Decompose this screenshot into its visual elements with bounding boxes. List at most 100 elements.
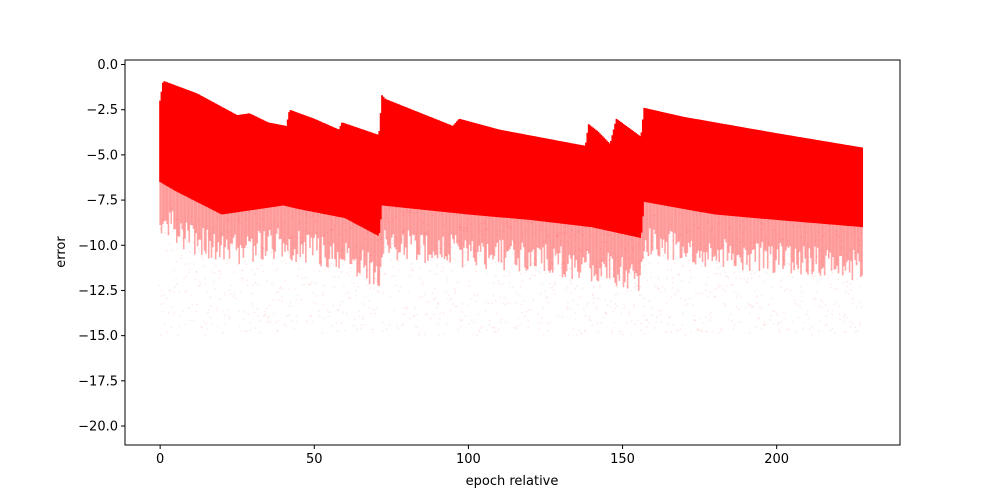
scatter-point	[685, 247, 688, 250]
scatter-point	[827, 276, 829, 279]
scatter-point	[588, 318, 591, 320]
scatter-point	[426, 312, 429, 315]
scatter-point	[502, 283, 504, 285]
scatter-point	[823, 235, 825, 237]
scatter-point	[395, 236, 398, 239]
scatter-point	[519, 324, 521, 327]
scatter-point	[441, 255, 444, 258]
scatter-point	[337, 245, 340, 248]
scatter-point	[333, 224, 336, 227]
scatter-point	[672, 286, 674, 289]
scatter-point	[348, 297, 350, 299]
scatter-point	[785, 247, 788, 250]
scatter-point	[455, 305, 458, 308]
scatter-point	[840, 227, 842, 229]
scatter-point	[806, 244, 809, 246]
scatter-point	[497, 328, 500, 331]
scatter-point	[169, 190, 172, 193]
scatter-point	[715, 287, 718, 290]
scatter-point	[671, 277, 674, 279]
scatter-point	[292, 244, 295, 247]
scatter-point	[216, 309, 219, 312]
scatter-point	[860, 231, 863, 234]
scatter-point	[330, 229, 333, 232]
scatter-point	[776, 248, 779, 251]
scatter-point	[239, 329, 242, 332]
scatter-point	[584, 225, 587, 228]
scatter-point	[455, 239, 458, 242]
scatter-point	[791, 320, 794, 323]
scatter-point	[534, 269, 537, 272]
scatter-point	[811, 275, 814, 277]
scatter-point	[499, 296, 502, 299]
scatter-point	[731, 283, 734, 286]
scatter-point	[760, 228, 763, 231]
scatter-point	[847, 280, 849, 283]
scatter-point	[210, 239, 213, 242]
scatter-point	[248, 321, 251, 324]
scatter-point	[628, 313, 631, 316]
scatter-point	[363, 324, 366, 327]
scatter-point	[429, 270, 431, 273]
scatter-point	[811, 333, 814, 336]
scatter-point	[743, 278, 746, 280]
scatter-point	[220, 273, 222, 276]
scatter-point	[506, 225, 509, 228]
scatter-point	[174, 286, 176, 288]
scatter-point	[357, 260, 360, 263]
scatter-point	[747, 302, 750, 305]
scatter-point	[553, 255, 556, 258]
scatter-point	[674, 294, 676, 297]
scatter-point	[283, 259, 286, 262]
scatter-point	[219, 245, 222, 247]
scatter-point	[802, 327, 804, 330]
scatter-point	[180, 226, 183, 228]
scatter-point	[164, 210, 167, 213]
scatter-point	[228, 315, 231, 318]
scatter-point	[610, 330, 613, 332]
scatter-point	[464, 264, 467, 267]
scatter-point	[295, 314, 298, 317]
scatter-point	[423, 333, 426, 336]
scatter-point	[766, 256, 768, 259]
scatter-point	[696, 329, 699, 332]
scatter-point	[470, 319, 473, 321]
scatter-point	[819, 319, 822, 322]
scatter-point	[758, 275, 760, 278]
scatter-point	[290, 216, 293, 219]
scatter-point	[725, 285, 728, 287]
scatter-point	[341, 300, 344, 303]
scatter-point	[850, 233, 853, 236]
scatter-point	[431, 214, 434, 217]
scatter-point	[209, 232, 212, 235]
scatter-point	[509, 243, 512, 246]
scatter-point	[343, 329, 346, 332]
scatter-point	[636, 285, 639, 287]
scatter-point	[791, 225, 794, 228]
scatter-point	[584, 315, 587, 317]
scatter-point	[734, 261, 737, 263]
scatter-point	[708, 313, 711, 316]
scatter-point	[220, 232, 223, 235]
scatter-point	[419, 331, 421, 334]
scatter-point	[695, 214, 698, 217]
scatter-point	[454, 258, 456, 261]
scatter-point	[382, 330, 384, 332]
scatter-point	[345, 229, 347, 231]
scatter-point	[419, 247, 422, 250]
scatter-point	[327, 268, 330, 271]
scatter-point	[226, 259, 229, 261]
scatter-point	[789, 244, 792, 247]
scatter-point	[415, 232, 418, 235]
scatter-point	[601, 258, 604, 261]
scatter-point	[189, 319, 192, 322]
scatter-point	[447, 293, 450, 296]
scatter-point	[778, 245, 781, 247]
scatter-point	[359, 273, 361, 276]
scatter-point	[730, 283, 732, 286]
scatter-point	[704, 316, 707, 319]
scatter-point	[650, 276, 652, 278]
scatter-point	[717, 215, 720, 218]
scatter-point	[745, 217, 747, 220]
scatter-point	[626, 289, 628, 292]
